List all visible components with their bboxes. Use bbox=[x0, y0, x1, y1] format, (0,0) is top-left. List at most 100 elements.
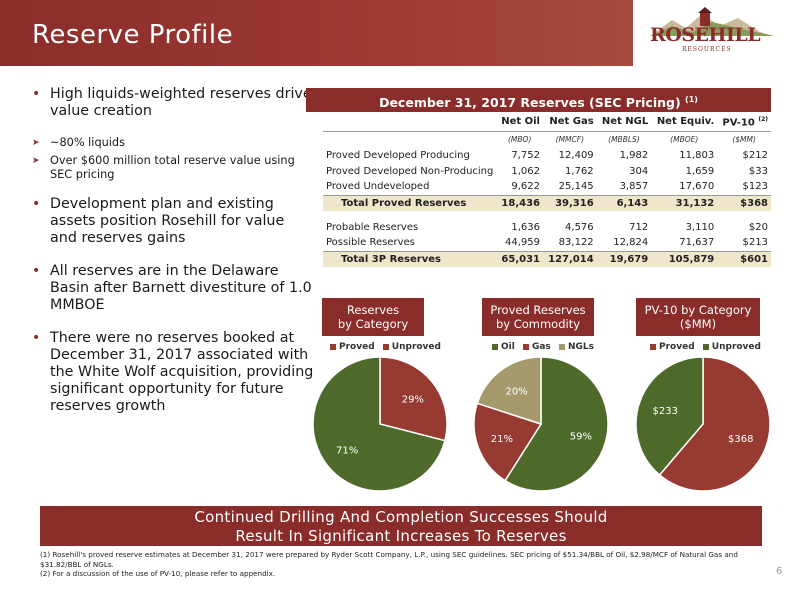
legend-swatch bbox=[382, 343, 389, 350]
cell: 39,316 bbox=[543, 194, 597, 211]
sub-bullet-text: ~80% liquids bbox=[50, 136, 125, 149]
logo-landscape-icon bbox=[650, 7, 774, 36]
cell: 11,803 bbox=[679, 149, 715, 161]
arrow-icon: ➤ bbox=[32, 138, 40, 148]
logo-subtitle: RESOURCES bbox=[682, 46, 732, 53]
bullet-text: Development plan and existing assets pos… bbox=[50, 196, 285, 246]
bullet-item: • Development plan and existing assets p… bbox=[30, 196, 315, 247]
column-header: Net NGL bbox=[596, 113, 652, 132]
pie-title-line: ($MM) bbox=[679, 317, 717, 331]
bullet-dot-icon: • bbox=[32, 86, 41, 102]
cell: 1,762 bbox=[565, 165, 594, 177]
banner-line: Result In Significant Increases To Reser… bbox=[235, 527, 567, 545]
reserves-table-title: December 31, 2017 Reserves (SEC Pricing)… bbox=[306, 88, 771, 112]
column-header-pv10: PV-10 bbox=[722, 116, 755, 128]
cell: 19,679 bbox=[596, 250, 652, 267]
total-proved-row: Total Proved Reserves 18,436 39,316 6,14… bbox=[323, 194, 771, 211]
cell: 1,062 bbox=[511, 165, 540, 177]
legend-swatch bbox=[650, 343, 656, 350]
pie-data-label: 71% bbox=[336, 445, 358, 456]
pie-slice-proved bbox=[658, 356, 771, 492]
cell: $33 bbox=[748, 165, 768, 177]
column-header: Net Oil bbox=[496, 113, 543, 132]
pv10-note: (2) bbox=[758, 115, 768, 123]
legend-item: Proved bbox=[650, 342, 695, 352]
conclusion-banner: Continued Drilling And Completion Succes… bbox=[40, 506, 762, 546]
legend-item: Gas bbox=[522, 342, 551, 352]
pie-slice-unproved bbox=[379, 356, 448, 442]
cell: 31,132 bbox=[651, 194, 718, 211]
legend-swatch bbox=[702, 343, 709, 350]
bullet-item: • All reserves are in the Delaware Basin… bbox=[30, 263, 315, 314]
row-label: Proved Developed Non-Producing bbox=[326, 165, 494, 177]
pie-data-label: $233 bbox=[653, 406, 678, 417]
pie-chart-proved-by-commodity: 59% 21% 20% bbox=[473, 356, 609, 492]
cell: 12,824 bbox=[613, 237, 649, 249]
cell: $20 bbox=[748, 221, 768, 233]
row-label: Possible Reserves bbox=[326, 237, 415, 249]
logo-wordmark: ROSEHILL bbox=[650, 24, 761, 46]
bullet-text: All reserves are in the Delaware Basin a… bbox=[50, 263, 312, 313]
cell: 3,857 bbox=[619, 181, 649, 193]
column-header: PV-10 (2) bbox=[717, 113, 771, 132]
banner-line: Continued Drilling And Completion Succes… bbox=[194, 508, 608, 526]
footnote: (1) Rosehill's proved reserve estimates … bbox=[40, 550, 738, 569]
cell: $123 bbox=[742, 181, 768, 193]
row-label: Total 3P Reserves bbox=[323, 250, 497, 267]
cell: 65,031 bbox=[496, 250, 543, 267]
unit-cell: (MBOE) bbox=[670, 134, 699, 144]
pie-title-line: by Commodity bbox=[495, 317, 581, 331]
legend-swatch bbox=[330, 343, 336, 350]
legend-label: Proved bbox=[339, 342, 375, 352]
page-number: 6 bbox=[776, 566, 783, 577]
unit-cell: (MBO) bbox=[508, 134, 532, 144]
bullet-text: There were no reserves booked at Decembe… bbox=[50, 330, 314, 414]
cell: $212 bbox=[742, 149, 768, 161]
cell: 12,409 bbox=[558, 149, 594, 161]
table-row: Possible Reserves 44,959 83,122 12,824 7… bbox=[323, 235, 771, 251]
cell: 17,670 bbox=[679, 181, 715, 193]
pie-slice-oil bbox=[504, 356, 609, 492]
pie-legend: Proved Unproved bbox=[330, 342, 446, 352]
bullet-dot-icon: • bbox=[32, 196, 41, 212]
pie-chart-reserves-by-category: 29% 71% bbox=[312, 356, 448, 492]
cell: 44,959 bbox=[505, 237, 540, 249]
pie-slice-unproved bbox=[635, 356, 704, 477]
table-row: Proved Developed Non-Producing 1,062 1,7… bbox=[323, 163, 771, 179]
cell: $601 bbox=[717, 250, 771, 267]
legend-label: Oil bbox=[501, 342, 515, 352]
arrow-icon: ➤ bbox=[32, 156, 40, 166]
unit-cell: (MMCF) bbox=[555, 134, 585, 144]
bullet-item: • High liquids-weighted reserves drive v… bbox=[30, 86, 315, 120]
cell: 25,145 bbox=[558, 181, 594, 193]
column-header: Net Equiv. bbox=[651, 113, 718, 132]
company-logo: ROSEHILL RESOURCES bbox=[642, 6, 782, 62]
cell: 105,879 bbox=[651, 250, 718, 267]
sub-bullet-item: ➤ Over $600 million total reserve value … bbox=[10, 154, 315, 182]
pie-slice-proved bbox=[312, 356, 446, 492]
legend-item: Proved bbox=[330, 342, 375, 352]
legend-item: Unproved bbox=[702, 342, 761, 352]
unit-cell: (MBBLS) bbox=[608, 134, 640, 144]
cell: 71,637 bbox=[679, 237, 715, 249]
cell: 1,982 bbox=[619, 149, 649, 161]
cell: 127,014 bbox=[543, 250, 597, 267]
legend-item: Unproved bbox=[382, 342, 441, 352]
sub-bullet-item: ➤ ~80% liquids bbox=[10, 136, 315, 150]
table-row: Proved Undeveloped 9,622 25,145 3,857 17… bbox=[323, 179, 771, 195]
footnotes: (1) Rosehill's proved reserve estimates … bbox=[40, 550, 770, 579]
table-title-text: December 31, 2017 Reserves (SEC Pricing) bbox=[379, 95, 681, 111]
pie-slice-gas bbox=[473, 402, 543, 482]
pie-legend: Oil Gas NGLs bbox=[492, 342, 599, 352]
bullet-text: High liquids-weighted reserves drive val… bbox=[50, 86, 312, 119]
legend-label: Unproved bbox=[711, 342, 761, 352]
pie-title-pv10-by-category: PV-10 by Category ($MM) bbox=[636, 298, 760, 336]
legend-item: Oil bbox=[492, 342, 515, 352]
unit-cell: ($MM) bbox=[732, 134, 756, 144]
pie-slice-ngls bbox=[476, 356, 542, 426]
cell: 6,143 bbox=[596, 194, 652, 211]
sub-bullet-text: Over $600 million total reserve value us… bbox=[50, 154, 295, 181]
cell: 4,576 bbox=[565, 221, 594, 233]
pie-data-label: 59% bbox=[570, 432, 592, 443]
sub-bullet-list: ➤ ~80% liquids ➤ Over $600 million total… bbox=[10, 136, 315, 182]
